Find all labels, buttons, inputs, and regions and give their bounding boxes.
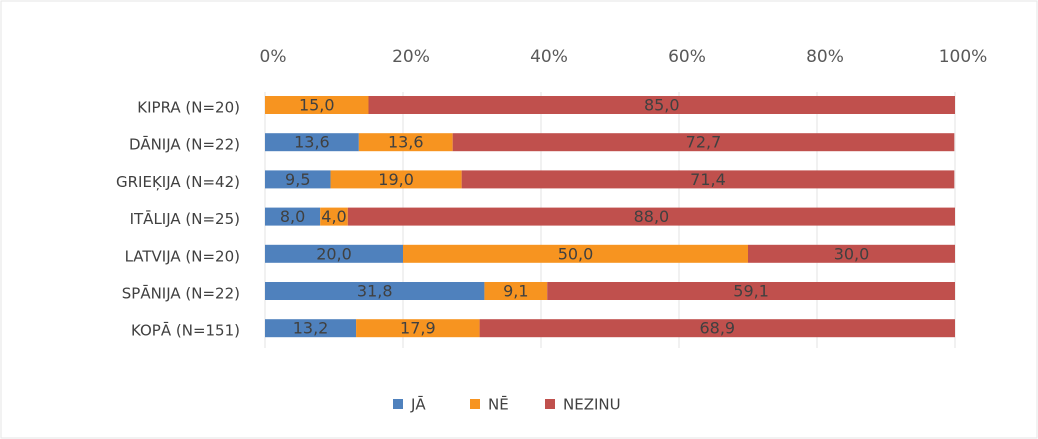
bar-segment xyxy=(547,282,955,300)
data-label: 9,1 xyxy=(503,282,528,301)
data-label: 88,0 xyxy=(634,207,670,226)
x-tick-label: 0% xyxy=(260,47,287,67)
legend-swatch xyxy=(470,399,480,409)
y-tick-label: KIPRA (N=20) xyxy=(137,99,240,117)
bar-segment xyxy=(265,170,331,189)
data-label: 72,7 xyxy=(686,133,722,152)
y-tick-label: SPĀNIJA (N=22) xyxy=(122,285,240,303)
bar-segment xyxy=(403,244,748,263)
bar-segment xyxy=(461,170,955,189)
legend-label: NĒ xyxy=(488,396,509,414)
data-label: 15,0 xyxy=(299,96,335,115)
legend-swatch xyxy=(393,399,403,409)
data-label: 50,0 xyxy=(558,244,594,263)
bar-segment xyxy=(265,319,357,338)
bar-segment xyxy=(479,319,955,338)
data-label: 13,6 xyxy=(294,133,330,152)
data-label: 13,2 xyxy=(293,319,329,338)
data-label: 4,0 xyxy=(321,207,346,226)
y-tick-label: GRIEĶIJA (N=42) xyxy=(116,173,240,191)
bar-segment xyxy=(358,133,453,152)
bar-segment xyxy=(484,282,548,300)
y-tick-label: LATVIJA (N=20) xyxy=(125,247,240,265)
y-tick-label: ITĀLIJA (N=25) xyxy=(130,210,240,228)
x-tick-label: 80% xyxy=(806,47,844,67)
legend-swatch xyxy=(545,399,555,409)
bar-segment xyxy=(748,244,955,263)
x-tick-label: 20% xyxy=(392,47,430,67)
legend-label: JĀ xyxy=(410,396,426,414)
y-tick-label: DĀNIJA (N=22) xyxy=(129,136,240,154)
legend-label: NEZINU xyxy=(563,396,621,414)
data-label: 8,0 xyxy=(280,207,305,226)
data-label: 20,0 xyxy=(316,244,352,263)
bar-segment xyxy=(356,319,480,338)
data-label: 31,8 xyxy=(357,282,393,301)
bar-segment xyxy=(320,207,348,226)
data-label: 19,0 xyxy=(378,170,414,189)
data-label: 68,9 xyxy=(699,319,735,338)
data-label: 17,9 xyxy=(400,319,436,338)
data-label: 9,5 xyxy=(285,170,310,189)
data-label: 13,6 xyxy=(388,133,424,152)
data-label: 71,4 xyxy=(690,170,726,189)
data-label: 59,1 xyxy=(733,282,769,301)
data-label: 85,0 xyxy=(644,96,680,115)
bar-segment xyxy=(265,133,359,152)
x-tick-label: 60% xyxy=(668,47,706,67)
x-tick-label: 40% xyxy=(530,47,568,67)
bar-segment xyxy=(330,170,462,189)
y-tick-label: KOPĀ (N=151) xyxy=(131,322,240,340)
x-tick-label: 100% xyxy=(939,47,988,67)
bar-segment xyxy=(265,244,403,263)
bar-segment xyxy=(265,282,485,300)
data-label: 30,0 xyxy=(834,244,870,263)
bar-segment xyxy=(347,207,955,226)
bar-segment xyxy=(265,96,369,114)
bar-segment xyxy=(452,133,955,152)
bar-segment xyxy=(368,96,955,114)
bar-segment xyxy=(265,207,321,226)
